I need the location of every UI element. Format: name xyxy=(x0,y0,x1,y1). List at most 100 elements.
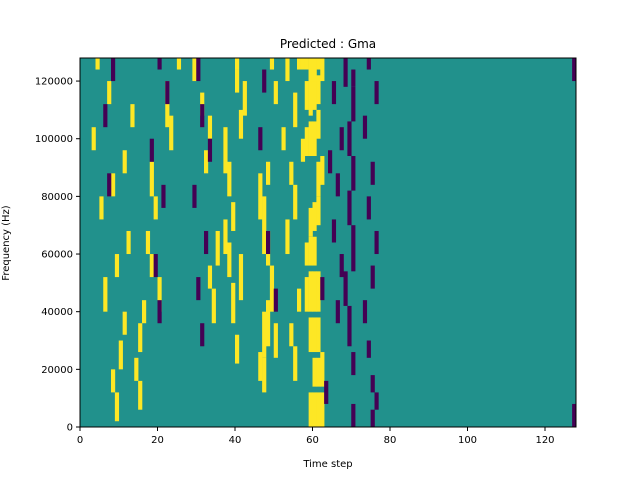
heatmap-cell-high xyxy=(273,81,278,105)
heatmap-cell-high xyxy=(262,196,267,255)
heatmap-cell-high xyxy=(95,58,100,70)
heatmap-cell-high xyxy=(114,254,120,278)
heatmap-cell-high xyxy=(312,121,317,157)
heatmap-cell-high xyxy=(304,242,309,266)
heatmap-cell-high xyxy=(308,317,313,353)
x-axis-label: Time step xyxy=(302,459,352,470)
heatmap-cell-high xyxy=(308,69,313,116)
x-tick-label: 40 xyxy=(229,435,242,446)
heatmap-cell-low xyxy=(196,58,201,82)
heatmap-cell-low xyxy=(374,81,379,105)
heatmap-cell-high xyxy=(304,127,309,157)
heatmap-cell-low xyxy=(351,156,356,191)
heatmap-cell-low xyxy=(331,81,337,105)
heatmap-cell-low xyxy=(347,190,352,226)
heatmap-cell-high xyxy=(300,58,306,70)
heatmap-cell-high xyxy=(293,184,298,220)
heatmap-cell-low xyxy=(200,104,205,128)
heatmap-cell-low xyxy=(374,392,379,410)
heatmap-cell-high xyxy=(157,277,162,312)
heatmap-cell-high xyxy=(134,357,139,381)
heatmap-cell-high xyxy=(223,219,228,255)
heatmap-cell-high xyxy=(308,58,313,82)
heatmap-cell-high xyxy=(289,323,294,347)
plot-area xyxy=(80,58,577,427)
heatmap-cell-high xyxy=(165,81,170,128)
heatmap-cell-high xyxy=(231,202,236,231)
heatmap-cell-high xyxy=(262,311,267,358)
heatmap-cell-high xyxy=(231,282,236,324)
heatmap-cell-high xyxy=(312,58,317,82)
heatmap-cell-high xyxy=(320,352,325,387)
heatmap-cell-low xyxy=(165,81,170,105)
y-tick-label: 120000 xyxy=(35,77,73,88)
heatmap-cell-high xyxy=(293,346,298,381)
heatmap-cell-high xyxy=(281,127,286,151)
y-tick-label: 40000 xyxy=(41,307,73,318)
heatmap-cell-low xyxy=(374,230,379,255)
x-tick-label: 120 xyxy=(535,435,554,446)
heatmap-cell-low xyxy=(266,230,271,255)
x-tick-label: 0 xyxy=(77,435,83,446)
heatmap-cell-high xyxy=(304,277,309,312)
heatmap-cell-high xyxy=(300,138,306,162)
heatmap-cell-high xyxy=(320,392,325,427)
heatmap-cell-low xyxy=(362,115,368,139)
heatmap-cell-low xyxy=(370,409,375,427)
heatmap-cell-high xyxy=(297,288,302,312)
heatmap-cell-high xyxy=(312,317,317,353)
heatmap-cell-high xyxy=(285,219,290,255)
heatmap-cell-low xyxy=(157,58,162,70)
heatmap-cell-high xyxy=(308,271,313,312)
heatmap-cell-high xyxy=(304,81,309,110)
heatmap-cell-high xyxy=(316,161,321,197)
heatmap-cell-low xyxy=(351,69,356,87)
heatmap-cell-low xyxy=(200,323,205,347)
heatmap-cell-high xyxy=(118,340,123,370)
heatmap-cell-high xyxy=(211,288,216,324)
y-tick-label: 0 xyxy=(67,423,73,434)
heatmap-cell-high xyxy=(207,115,213,139)
heatmap-cell-low xyxy=(343,58,348,87)
heatmap-cell-high xyxy=(122,150,127,174)
heatmap-cell-high xyxy=(308,207,313,237)
heatmap-cell-high xyxy=(269,58,275,70)
heatmap-cell-high xyxy=(103,277,108,312)
heatmap-cell-high xyxy=(316,109,321,139)
heatmap-cell-high xyxy=(308,236,313,266)
heatmap-cell-high xyxy=(235,69,240,93)
heatmap-cell-high xyxy=(111,369,116,393)
heatmap-cell-low xyxy=(111,58,116,82)
heatmap-cell-high xyxy=(114,392,120,422)
heatmap-cell-low xyxy=(335,173,340,197)
heatmap-cell-low xyxy=(351,225,356,272)
heatmap-cell-high xyxy=(238,254,244,301)
heatmap-cell-high xyxy=(107,81,112,105)
x-axis: 0 20 40 60 80 100 120 xyxy=(77,427,555,446)
heatmap-cell-low xyxy=(370,375,375,393)
heatmap-cell-low xyxy=(335,300,340,324)
y-axis: 0 20000 40000 60000 80000 100000 120000 xyxy=(35,77,80,434)
heatmap-cell-high xyxy=(126,230,131,255)
heatmap-cell-high xyxy=(258,352,263,381)
heatmap-cell-high xyxy=(312,69,317,110)
heatmap-cell-high xyxy=(235,58,240,70)
heatmap-cell-high xyxy=(227,242,232,278)
heatmap-cell-high xyxy=(242,81,247,116)
heatmap-cell-high xyxy=(312,392,317,427)
heatmap-cell-low xyxy=(339,127,344,151)
heatmap-cell-low xyxy=(273,288,278,312)
heatmap-cell-low xyxy=(370,265,375,289)
y-tick-label: 60000 xyxy=(41,250,73,261)
heatmap-cell-high xyxy=(320,156,325,185)
heatmap-cell-high xyxy=(285,58,290,82)
heatmap-cell-low xyxy=(351,403,356,427)
heatmap-cell-low xyxy=(320,277,325,301)
plot-frame xyxy=(79,57,577,428)
heatmap-cell-low xyxy=(196,277,201,301)
heatmap-cell-high xyxy=(149,161,154,197)
heatmap-cell-high xyxy=(273,323,278,358)
heatmap-cell-high xyxy=(316,196,321,226)
heatmap-cell-low xyxy=(351,352,356,376)
chart-title: Predicted : Gma xyxy=(280,37,376,51)
